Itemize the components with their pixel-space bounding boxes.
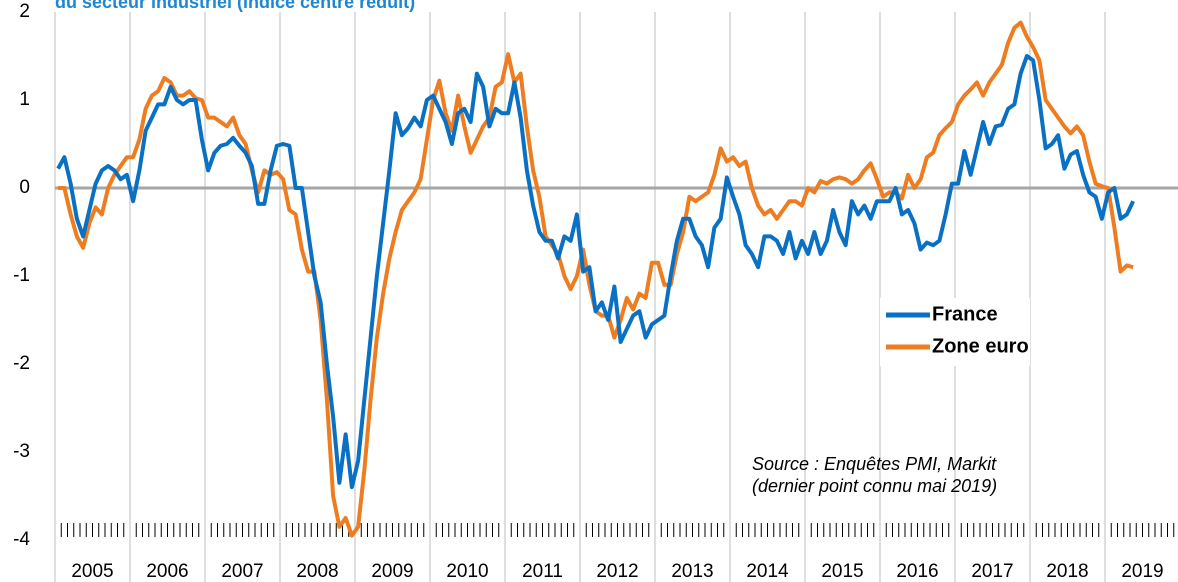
y-tick-label: -4	[13, 529, 30, 550]
y-tick-label: -3	[13, 441, 30, 462]
y-tick-label: 0	[19, 177, 30, 198]
x-tick-label: 2013	[671, 561, 713, 582]
y-tick-label: -1	[13, 265, 30, 286]
y-tick-label: -2	[13, 353, 30, 374]
legend-label: France	[932, 303, 998, 325]
minor-ticks	[54, 523, 1175, 537]
x-tick-label: 2014	[746, 561, 789, 582]
source-note: (dernier point connu mai 2019)	[752, 476, 997, 496]
legend-box	[880, 298, 1030, 366]
chart-title: du secteur industriel (indice centré réd…	[55, 0, 415, 12]
x-tick-label: 2007	[221, 561, 263, 582]
x-tick-label: 2005	[71, 561, 113, 582]
y-tick-label: 2	[19, 1, 30, 22]
legend-label: Zone euro	[932, 335, 1029, 357]
x-tick-label: 2017	[971, 561, 1013, 582]
x-tick-label: 2008	[296, 561, 338, 582]
x-tick-label: 2012	[596, 561, 638, 582]
source-note: Source : Enquêtes PMI, Markit	[752, 454, 997, 474]
x-tick-label: 2009	[371, 561, 413, 582]
x-tick-label: 2016	[896, 561, 938, 582]
x-tick-label: 2006	[146, 561, 188, 582]
x-tick-label: 2015	[821, 561, 863, 582]
series-line	[56, 54, 1135, 490]
x-tick-label: 2011	[522, 561, 563, 582]
y-tick-label: 1	[19, 89, 30, 110]
x-tick-label: 2019	[1121, 561, 1163, 582]
x-tick-label: 2018	[1046, 561, 1088, 582]
x-tick-label: 2010	[446, 561, 488, 582]
